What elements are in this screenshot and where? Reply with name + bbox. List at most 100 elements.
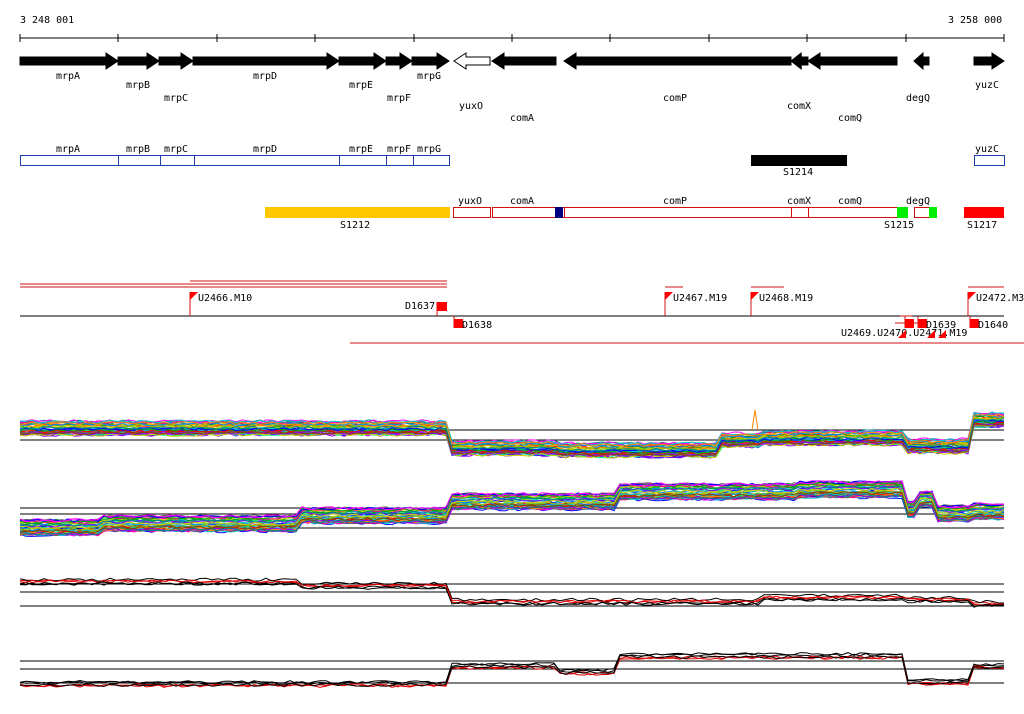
operon-blue-box-mrpd[interactable] [194,155,340,166]
operon-track-blue: mrpA mrpB mrpC mrpD mrpE mrpF mrpG yuzC [20,144,1005,166]
operon-blue-box-mrpa[interactable] [20,155,119,166]
operon-blue-box-yuzc[interactable] [974,155,1005,166]
axis-start-label: 3 248 001 [20,15,74,26]
gene-label-mrpg: mrpG [417,71,441,82]
feature-label-d1639: D1639 [926,320,956,331]
gene-label-degq: degQ [906,93,930,104]
gene-arrow-mrpd[interactable] [192,52,340,70]
operon-blue-box-mrpc[interactable] [160,155,195,166]
expression-trace [19,421,1004,456]
feature-flag-u2466-m10[interactable] [190,292,198,300]
segment-label-s1212: S1212 [340,220,370,231]
operon-track-red: yuxO comA comP comX comQ degQ [453,196,937,218]
expression-trace [19,652,1005,684]
expression-panel-forward-summary [19,577,1005,608]
gene-arrow-yuxo[interactable] [453,52,491,70]
operon-red-label-comx: comX [787,196,811,207]
operon-red-box-coma[interactable] [492,207,565,218]
segment-s1212[interactable] [265,207,450,218]
marker-navy [555,207,563,218]
feature-box-d1638[interactable] [454,319,463,328]
expression-panel-reverse-many [19,480,1005,537]
marker-green-1 [897,207,908,218]
gene-arrow-yuzc[interactable] [973,52,1005,70]
gene-label-comq: comQ [838,113,862,124]
segment-s1217[interactable] [964,207,1004,218]
expression-trace [19,480,1005,523]
operon-blue-label-mrpc: mrpC [164,144,188,155]
operon-red-box-comx[interactable] [791,207,809,218]
feature-tick-3 [938,330,946,338]
expression-trace [19,418,1005,452]
coordinate-axis: 3 248 001 3 258 000 [19,15,1005,42]
gene-arrow-mrpc[interactable] [158,52,194,70]
expression-panel-forward-many [19,411,1005,459]
operon-red-box-comp[interactable] [564,207,792,218]
gene-arrow-comx[interactable] [790,51,809,71]
expression-spike [751,409,759,431]
gene-label-mrpa: mrpA [56,71,80,82]
gene-arrow-mrpf[interactable] [385,52,413,70]
feature-box-d1639[interactable] [918,319,927,328]
gene-track: mrpA mrpB mrpC mrpD mrpE mrpF mrpG yuxO comA comP… [19,51,1005,124]
operon-red-box-comq[interactable] [808,207,898,218]
operon-blue-label-mrpa: mrpA [56,144,80,155]
operon-red-label-coma: comA [510,196,534,207]
gene-arrow-mrpb[interactable] [117,52,160,70]
gene-label-comx: comX [787,101,811,112]
gene-label-coma: comA [510,113,534,124]
operon-blue-box-mrpf[interactable] [386,155,414,166]
axis-end-label: 3 258 000 [948,15,1002,26]
operon-blue-label-mrpb: mrpB [126,144,150,155]
feature-label-d1638: D1638 [462,320,492,331]
gene-arrow-mrpg[interactable] [411,52,450,70]
feature-box-d1640[interactable] [970,319,979,328]
segment-track: S1212 S1215 S1217 [265,207,1004,231]
operon-blue-box-mrpg[interactable] [413,155,450,166]
feature-track: U2466.M10 D1637 U2467.M19 U2468.M19 U2472.M3… [20,280,1024,344]
feature-tick-1 [898,330,906,338]
expression-trace [19,493,1005,536]
segment-s1214[interactable] [751,155,847,166]
operon-red-label-comp: comP [663,196,687,207]
expression-trace [19,485,1005,528]
gene-arrow-comp[interactable] [563,52,792,70]
feature-flag-u2472-m3[interactable] [968,292,976,300]
feature-flag-d1637[interactable] [437,302,447,311]
feature-flag-u2467-m19[interactable] [665,292,673,300]
operon-blue-box-mrpb[interactable] [118,155,161,166]
gene-label-yuzc: yuzC [975,80,999,91]
feature-label-d1637: D1637 [405,301,435,312]
gene-arrow-coma[interactable] [491,52,557,70]
gene-arrow-comq[interactable] [807,52,898,70]
feature-label-u2466-m10: U2466.M10 [198,293,252,304]
feature-flag-u2468-m19[interactable] [751,292,759,300]
expression-trace [19,491,1005,534]
expression-trace [19,414,1005,449]
operon-blue-box-mrpe[interactable] [339,155,387,166]
gene-arrow-mrpe[interactable] [338,52,387,70]
feature-label-u2468-m19: U2468.M19 [759,293,813,304]
operon-red-box-degq[interactable] [914,207,931,218]
gene-arrow-degq[interactable] [913,51,930,71]
feature-label-d1640: D1640 [978,320,1008,331]
feature-tick-2 [927,330,935,338]
operon-red-box-yuxo[interactable] [453,207,491,218]
expression-trace [19,487,1005,530]
gene-label-comp: comP [663,93,687,104]
gene-label-mrpc: mrpC [164,93,188,104]
expression-trace [19,413,1005,448]
expression-trace [19,654,1005,687]
segment-s1214-label: S1214 [783,167,813,178]
expression-trace [19,577,1005,604]
expression-trace [19,655,1005,688]
expression-trace [20,480,1005,523]
expression-panels [19,409,1005,688]
feature-box-u2469-u2470-u2471-m19[interactable] [905,319,914,328]
gene-label-mrpe: mrpE [349,80,373,91]
gene-label-mrpb: mrpB [126,80,150,91]
operon-red-label-comq: comQ [838,196,862,207]
gene-arrow-mrpa[interactable] [19,52,119,70]
feature-label-u2472-m3: U2472.M3 [976,293,1024,304]
